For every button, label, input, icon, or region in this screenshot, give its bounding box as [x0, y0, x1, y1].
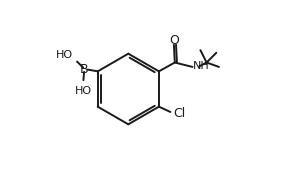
Text: Cl: Cl	[174, 107, 186, 120]
Text: B: B	[80, 62, 89, 75]
Text: O: O	[170, 35, 179, 48]
Text: NH: NH	[193, 61, 210, 70]
Text: HO: HO	[56, 50, 73, 60]
Text: HO: HO	[74, 86, 91, 96]
